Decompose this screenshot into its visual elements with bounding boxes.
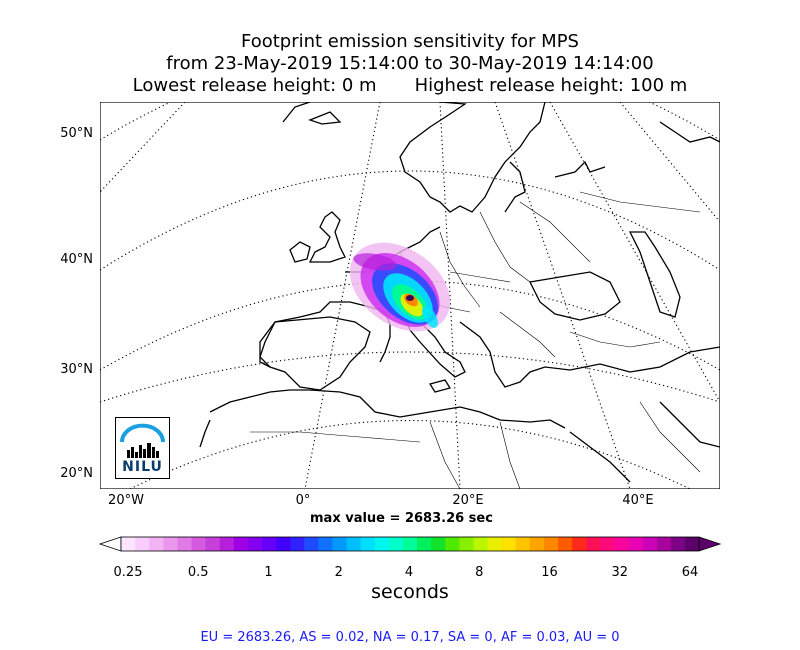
colorbar-swatch [529,537,545,551]
colorbar-swatch [332,537,348,551]
colorbar-swatch [628,537,644,551]
colorbar-swatch [121,537,136,551]
colorbar-swatch [656,537,672,551]
colorbar-swatch [402,537,418,551]
nilu-logo: NILU [115,417,170,479]
highest-release-height: Highest release height: 100 m [414,75,688,96]
colorbar-swatch [473,537,489,551]
colorbar-swatch [276,537,291,551]
colorbar-tick-label: 64 [681,565,699,580]
colorbar-frame [120,536,700,552]
colorbar-swatch [135,537,150,551]
footprint-map [100,102,720,489]
lon-label-40e: 40°E [622,493,654,508]
colorbar-swatch [614,537,630,551]
lowest-release-height: Lowest release height: 0 m [132,75,377,96]
emission-footprint [349,242,451,332]
colorbar-swatch [219,537,235,551]
colorbar-swatch [261,537,277,551]
colorbar-min-extend [99,536,122,552]
colorbar-swatch [205,537,221,551]
colorbar-swatch [642,537,658,551]
lat-label-50n: 50°N [60,126,93,141]
colorbar-swatch [149,537,164,551]
colorbar-swatch [290,537,305,551]
colorbar-tick-label: 4 [404,565,414,580]
colorbar-swatch [670,537,686,551]
lon-label-0: 0° [295,493,311,508]
colorbar-swatch [586,537,601,551]
colorbar-tick-label: 0.5 [187,565,209,580]
lat-label-20n: 20°N [60,466,93,481]
colorbar-swatch [360,537,376,551]
colorbar-label: seconds [371,581,449,603]
region-summary: EU = 2683.26, AS = 0.02, NA = 0.17, SA =… [200,630,620,645]
colorbar-swatch [417,537,432,551]
colorbar-swatch [487,537,503,551]
colorbar-swatch [459,537,474,551]
lon-label-20e: 20°E [452,493,484,508]
colorbar-tick-label: 16 [541,565,558,580]
colorbar-swatch [163,537,178,551]
colorbar [99,536,721,552]
colorbar-swatch [388,537,404,551]
colorbar-swatch [515,537,531,551]
colorbar-tick-label: 1 [264,565,273,580]
lon-label-20w: 20°W [108,493,144,508]
colorbar-tick-label: 2 [334,565,343,580]
colorbar-swatch [558,537,573,551]
nilu-logo-text: NILU [122,459,163,475]
colorbar-tick-label: 8 [475,565,484,580]
colorbar-max-extend [698,536,721,552]
colorbar-swatch [445,537,460,551]
colorbar-swatch [501,537,517,551]
colorbar-tick-label: 0.25 [113,565,143,580]
colorbar-swatch [304,537,319,551]
plot-title-line-1: Footprint emission sensitivity for MPS [241,31,579,52]
colorbar-swatch [177,537,192,551]
plot-title-line-3: Lowest release height: 0 m Highest releas… [0,75,800,97]
colorbar-swatch [233,537,249,551]
colorbar-swatch [600,537,615,551]
colorbar-swatch [431,537,446,551]
colorbar-swatch [374,537,390,551]
coastlines [199,102,720,483]
colorbar-swatch [318,537,333,551]
colorbar-swatch [543,537,559,551]
lat-label-30n: 30°N [60,362,93,377]
plot-title-line-2: from 23-May-2019 15:14:00 to 30-May-2019… [166,53,654,74]
country-borders [250,191,701,489]
colorbar-tick-label: 32 [611,565,629,580]
colorbar-swatch [684,537,700,551]
colorbar-swatch [247,537,263,551]
lat-label-40n: 40°N [60,252,93,267]
colorbar-swatch [572,537,587,551]
colorbar-swatch [346,537,362,551]
max-value-label: max value = 2683.26 sec [310,511,493,526]
graticule [100,102,720,489]
colorbar-swatch [191,537,207,551]
